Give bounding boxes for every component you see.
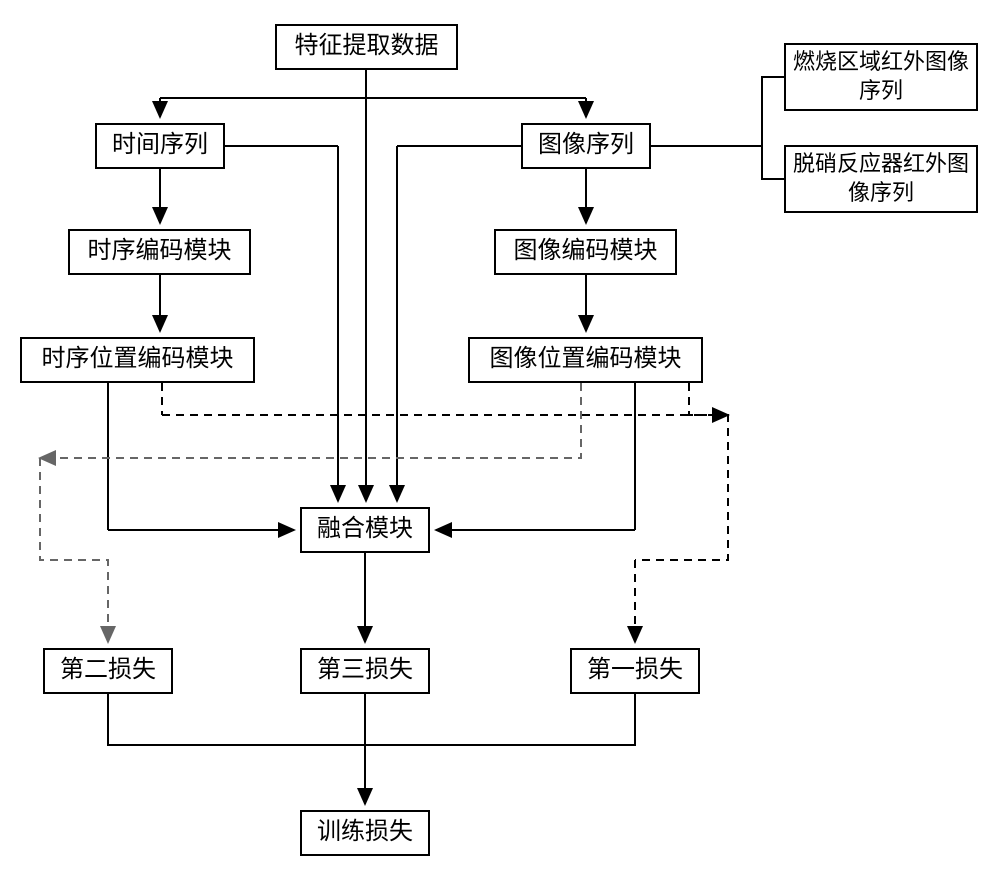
node-feature-extract: 特征提取数据 <box>275 24 458 70</box>
node-time-encoder: 时序编码模块 <box>68 229 251 275</box>
node-fusion: 融合模块 <box>300 507 430 553</box>
node-time-series: 时间序列 <box>95 123 225 169</box>
node-train-loss: 训练损失 <box>300 810 430 856</box>
node-loss2: 第二损失 <box>43 648 173 694</box>
node-image-pos-encoder: 图像位置编码模块 <box>468 337 703 383</box>
node-loss3: 第三损失 <box>300 648 430 694</box>
node-image-encoder: 图像编码模块 <box>494 229 677 275</box>
node-loss1: 第一损失 <box>570 648 700 694</box>
node-denitration-ir: 脱硝反应器红外图像序列 <box>784 145 978 213</box>
node-time-pos-encoder: 时序位置编码模块 <box>20 337 255 383</box>
node-combustion-ir: 燃烧区域红外图像序列 <box>784 43 978 111</box>
node-image-series: 图像序列 <box>521 123 651 169</box>
